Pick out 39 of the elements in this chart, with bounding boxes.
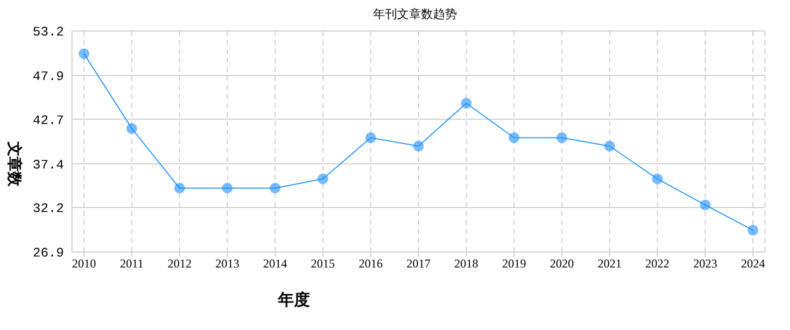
x-tick-label: 2015 (310, 256, 335, 271)
x-tick-label: 2020 (550, 256, 574, 271)
point (126, 122, 138, 134)
x-tick-label: 2018 (454, 256, 478, 271)
point (460, 98, 472, 109)
chart-title: 年刊文章数趋势 (372, 6, 458, 23)
x-tick-label: 2013 (215, 256, 240, 271)
x-tick-label: 2021 (598, 256, 622, 271)
point (317, 173, 328, 184)
y-axis-title: 文章数 (6, 140, 24, 188)
point (508, 132, 520, 144)
y-tick-label: 37.4 (32, 157, 64, 172)
x-tick-label: 2019 (502, 256, 526, 271)
y-tick-label: 53.2 (32, 24, 64, 40)
point (556, 132, 568, 144)
y-tick-label: 42.7 (32, 112, 64, 128)
y-tick-label: 47.9 (32, 69, 64, 84)
x-tick-label: 2017 (406, 256, 430, 271)
x-tick-label: 2023 (693, 256, 718, 271)
x-tick-label: 2022 (645, 256, 670, 271)
point (222, 182, 233, 194)
y-tick-label: 26.9 (32, 246, 64, 261)
x-tick-label: 2010 (72, 256, 96, 271)
point (700, 199, 711, 210)
point (365, 132, 376, 144)
x-tick-label: 2024 (741, 256, 765, 271)
x-tick-label: 2011 (120, 256, 144, 271)
y-tick-label: 32.2 (32, 201, 64, 216)
x-axis-title: 年度 (278, 290, 310, 311)
x-tick-label: 2016 (358, 256, 383, 271)
point (413, 140, 424, 152)
point (652, 173, 663, 184)
point (174, 182, 186, 194)
x-tick-label: 2012 (168, 256, 192, 271)
x-tick-label: 2014 (263, 256, 288, 271)
point (748, 224, 758, 236)
point (270, 182, 281, 194)
point (604, 140, 616, 152)
point (78, 48, 90, 60)
